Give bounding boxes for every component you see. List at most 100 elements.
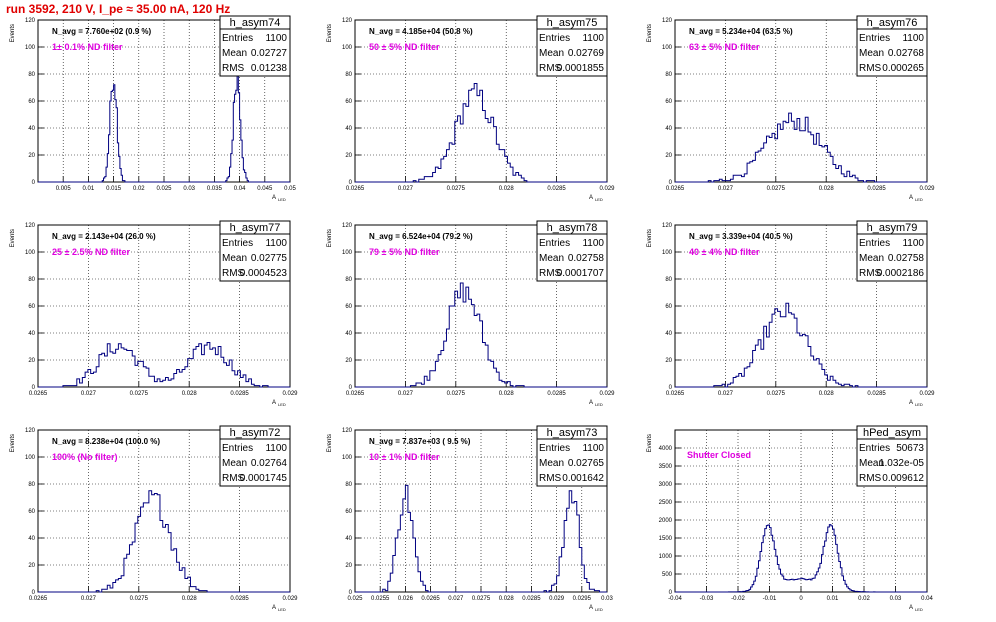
x-tick-label: 0.03	[601, 596, 613, 602]
y-tick-label: 20	[665, 153, 672, 159]
stats-entries-value: 1100	[582, 443, 604, 454]
x-tick-label: 0.0275	[767, 391, 786, 397]
filter-annotation: 79 ± 5% ND filter	[369, 247, 440, 257]
x-tick-label: 0.0275	[130, 596, 149, 602]
x-tick-label: 0.028	[819, 391, 835, 397]
filter-annotation: 10 ± 1% ND filter	[369, 452, 440, 462]
stats-rms-label: RMS	[539, 268, 562, 279]
y-tick-label: 120	[25, 428, 36, 434]
x-tick-label: -0.04	[668, 596, 682, 602]
x-axis-label-subscript: LED	[278, 607, 286, 612]
y-tick-label: 0	[349, 180, 353, 186]
x-axis-label: A	[909, 195, 913, 201]
x-tick-label: 0.029	[549, 596, 565, 602]
x-tick-label: 0.0285	[230, 391, 249, 397]
stats-entries-label: Entries	[222, 443, 253, 454]
y-tick-label: 80	[345, 482, 352, 488]
y-axis-label: Events	[647, 24, 653, 42]
histogram-panel-h_asym77: 0 20 40 60 80 100 120 0.0265 0.027 0.0275 0.028 0.0…	[10, 220, 298, 407]
filter-annotation: 63 ± 5% ND filter	[689, 42, 760, 52]
x-tick-label: 0.029	[599, 391, 615, 397]
stats-mean-value: 0.02758	[888, 253, 925, 264]
x-tick-label: 0.027	[81, 391, 97, 397]
stats-rms-value: 0.01238	[251, 63, 288, 74]
y-axis-label: Events	[10, 229, 16, 247]
histogram-title: hPed_asym	[863, 427, 921, 439]
stats-mean-value: 0.02764	[251, 458, 288, 469]
y-tick-label: 2500	[659, 500, 673, 506]
stats-entries-value: 50673	[896, 443, 924, 454]
navg-annotation: N_avg = 2.143e+04 (26.0 %)	[52, 232, 156, 241]
x-tick-label: 0.029	[599, 186, 615, 192]
x-axis-label-subscript: LED	[915, 197, 923, 202]
y-tick-label: 20	[28, 358, 35, 364]
histogram-series	[355, 282, 608, 388]
stats-box	[856, 15, 928, 77]
y-tick-label: 0	[32, 180, 36, 186]
y-tick-label: 0	[669, 590, 673, 596]
x-tick-label: 0.0285	[522, 596, 541, 602]
histogram-panel-h_asym78: 0 20 40 60 80 100 120 0.0265 0.027 0.0275 0.028 0.0…	[327, 220, 615, 407]
histogram-panel-h_asym74: 0 20 40 60 80 100 120 0.005 0.01 0.015 0.02 0.025 0.…	[10, 15, 296, 202]
y-tick-label: 80	[345, 72, 352, 78]
stats-entries-value: 1100	[265, 33, 287, 44]
y-tick-label: 120	[662, 18, 673, 24]
stats-entries-value: 1100	[265, 443, 287, 454]
stats-entries-label: Entries	[539, 33, 570, 44]
navg-annotation: N_avg = 7.760e+02 (0.9 %)	[52, 27, 152, 36]
stats-entries-label: Entries	[859, 238, 890, 249]
navg-annotation: N_avg = 4.185e+04 (50.8 %)	[369, 27, 473, 36]
x-tick-label: 0.0275	[447, 186, 466, 192]
y-tick-label: 40	[28, 331, 35, 337]
y-tick-label: 40	[28, 536, 35, 542]
stats-entries-label: Entries	[539, 238, 570, 249]
x-tick-label: 0.0265	[346, 186, 365, 192]
y-tick-label: 100	[25, 45, 36, 51]
x-axis-label: A	[272, 195, 276, 201]
y-tick-label: 60	[345, 304, 352, 310]
x-tick-label: 0.029	[282, 391, 298, 397]
y-tick-label: 1500	[659, 536, 673, 542]
x-axis-label: A	[589, 400, 593, 406]
y-tick-label: 0	[669, 385, 673, 391]
stats-box	[536, 15, 608, 77]
stats-rms-label: RMS	[859, 63, 882, 74]
y-tick-label: 60	[28, 304, 35, 310]
stats-rms-value: 0.000265	[882, 63, 924, 74]
stats-mean-label: Mean	[222, 48, 247, 59]
x-tick-label: 0.029	[919, 186, 935, 192]
y-axis-label: Events	[327, 24, 333, 42]
x-tick-label: 0.028	[499, 186, 515, 192]
x-tick-label: 0.0275	[472, 596, 491, 602]
x-tick-label: 0.0275	[767, 186, 786, 192]
histogram-title: h_asym72	[230, 427, 281, 439]
stats-rms-value: 0.001642	[562, 473, 604, 484]
stats-entries-value: 1100	[582, 33, 604, 44]
x-tick-label: 0.03	[890, 596, 902, 602]
y-axis-label: Events	[327, 229, 333, 247]
x-tick-label: 0.026	[398, 596, 414, 602]
y-tick-label: 100	[342, 250, 353, 256]
x-tick-label: 0.028	[499, 391, 515, 397]
stats-rms-label: RMS	[859, 268, 882, 279]
x-tick-label: 0.028	[182, 596, 198, 602]
y-tick-label: 120	[342, 223, 353, 229]
x-tick-label: 0.04	[921, 596, 933, 602]
filter-annotation: 40 ± 4% ND filter	[689, 247, 760, 257]
histogram-series	[355, 484, 607, 593]
filter-annotation: Shutter Closed	[687, 450, 751, 460]
y-tick-label: 4000	[659, 446, 673, 452]
stats-mean-value: 0.02765	[568, 458, 605, 469]
x-axis-label-subscript: LED	[915, 607, 923, 612]
y-tick-label: 80	[28, 482, 35, 488]
x-tick-label: 0.028	[182, 391, 198, 397]
x-axis-label: A	[589, 605, 593, 611]
y-tick-label: 0	[32, 590, 36, 596]
y-tick-label: 100	[25, 455, 36, 461]
histogram-series	[675, 302, 928, 388]
y-tick-label: 3000	[659, 482, 673, 488]
y-tick-label: 60	[665, 99, 672, 105]
stats-rms-value: 0.0004523	[240, 268, 288, 279]
x-axis-label-subscript: LED	[278, 402, 286, 407]
